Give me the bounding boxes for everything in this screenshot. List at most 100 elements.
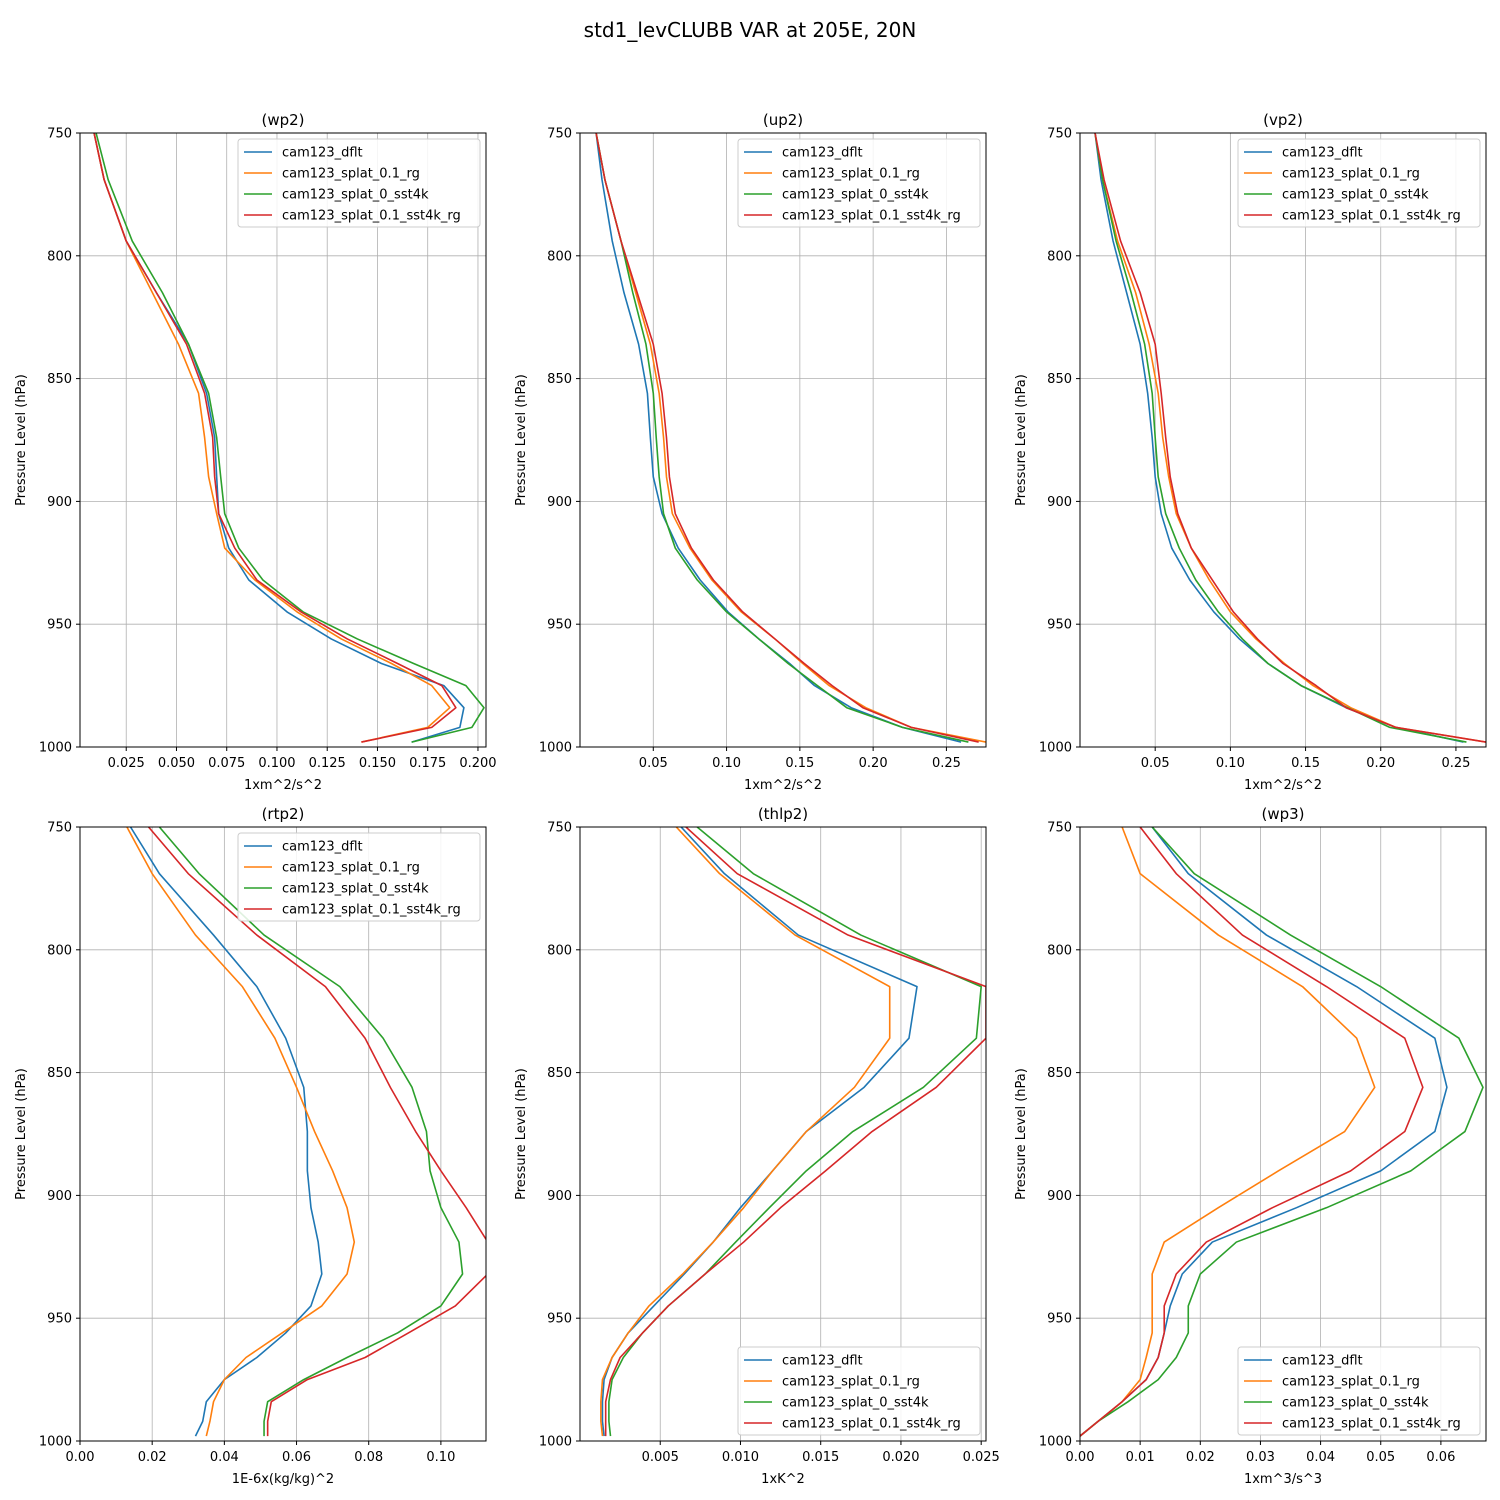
x-tick-label: 0.10 [426,1450,455,1465]
series-lines [600,827,986,1437]
x-tick-label: 0.03 [1246,1450,1275,1465]
x-axis-label: 1xm^3/s^3 [1244,1472,1322,1487]
x-axis-label: 1E-6x(kg/kg)^2 [232,1472,334,1487]
y-tick-label: 1000 [1039,1435,1072,1450]
axes-frame [79,826,487,1442]
y-tick-label: 750 [47,127,72,142]
x-tick-label: 0.25 [932,756,961,771]
y-tick-label: 750 [47,821,72,836]
legend-entry: cam123_dflt [282,840,363,855]
axes-frame [579,132,987,748]
y-axis-label: Pressure Level (hPa) [514,1068,529,1200]
plot-area [1080,133,1486,747]
series-line-cam123_splat_0.1_rg [1080,827,1376,1437]
axes-frame [579,826,987,1442]
x-tick-label: 0.10 [1216,756,1245,771]
series-line-cam123_splat_0.1_rg [126,827,356,1437]
y-tick-label: 800 [547,943,572,958]
series-line-cam123_splat_0.1_sst4k_rg [1094,133,1486,743]
legend-entry: cam123_splat_0_sst4k [782,188,929,203]
x-tick-label: 0.20 [1366,756,1395,771]
axes-frame [79,132,487,748]
x-tick-label: 0.15 [785,756,814,771]
y-tick-label: 950 [547,618,572,633]
series-line-cam123_dflt [129,827,323,1437]
y-tick-label: 900 [47,495,72,510]
x-axis-label: 1xm^2/s^2 [244,778,322,793]
legend: cam123_dflt cam123_splat_0.1_rg cam123_spl… [737,1346,981,1436]
panels-container: 0.025 0.050 0.075 0.100 0.125 0.150 0.175 0.200… [14,111,1487,1487]
legend-entry: cam123_dflt [782,1354,863,1369]
y-tick-label: 950 [547,1312,572,1327]
subplot-wp3: 0.00 0.01 0.02 0.03 0.04 0.05 0.06 750 800 850 900… [1014,805,1487,1487]
subplot-wp2: 0.025 0.050 0.075 0.100 0.125 0.150 0.175 0.200… [14,111,497,793]
y-tick-label: 850 [547,372,572,387]
subplot-rtp2: 0.00 0.02 0.04 0.06 0.08 0.10 750 800 850 900 950 1… [14,805,487,1487]
x-tick-label: 0.15 [1291,756,1320,771]
x-tick-label: 0.10 [712,756,741,771]
x-tick-label: 0.200 [459,756,496,771]
x-tick-label: 0.04 [210,1450,239,1465]
series-line-cam123_splat_0_sst4k [1094,133,1467,743]
series-line-cam123_splat_0.1_sst4k_rg [604,827,986,1437]
y-tick-label: 900 [1047,1189,1072,1204]
series-line-cam123_splat_0.1_rg [93,133,451,743]
x-tick-label: 0.00 [1066,1450,1095,1465]
legend-entry: cam123_splat_0.1_rg [782,167,920,182]
y-tick-label: 1000 [39,741,72,756]
y-tick-label: 850 [1047,1066,1072,1081]
legend-entry: cam123_splat_0.1_rg [282,861,420,876]
y-tick-label: 800 [1047,943,1072,958]
plot-area [80,133,486,747]
series-lines [1080,827,1484,1437]
legend-entry: cam123_splat_0_sst4k [282,882,429,897]
y-tick-label: 850 [1047,372,1072,387]
legend-entry: cam123_splat_0.1_rg [1282,167,1420,182]
legend-entry: cam123_splat_0.1_rg [782,1375,920,1390]
series-line-cam123_splat_0_sst4k [595,133,969,743]
y-tick-label: 950 [1047,1312,1072,1327]
subplot-title: (vp2) [1263,111,1303,129]
series-lines [595,133,986,743]
y-axis-label: Pressure Level (hPa) [14,1068,29,1200]
legend: cam123_dflt cam123_splat_0.1_rg cam123_spl… [1237,1346,1481,1436]
y-tick-label: 1000 [539,741,572,756]
x-tick-label: 0.06 [282,1450,311,1465]
legend-entry: cam123_dflt [782,146,863,161]
y-tick-label: 800 [1047,249,1072,264]
x-tick-label: 0.175 [409,756,446,771]
legend-entry: cam123_splat_0.1_rg [1282,1375,1420,1390]
legend-entry: cam123_splat_0_sst4k [282,188,429,203]
series-line-cam123_splat_0_sst4k [95,133,485,743]
legend-box [237,832,481,922]
y-tick-label: 1000 [1039,741,1072,756]
subplot-title: (thlp2) [758,805,808,823]
x-tick-label: 0.04 [1306,1450,1335,1465]
x-tick-label: 0.08 [354,1450,383,1465]
subplot-thlp2: 0.005 0.010 0.015 0.020 0.025 750 800 850 900 950… [514,805,1000,1487]
legend-entry: cam123_dflt [282,146,363,161]
y-tick-label: 900 [547,1189,572,1204]
series-lines [1094,133,1486,743]
legend-entry: cam123_splat_0.1_sst4k_rg [282,903,461,918]
axes-frame [1079,132,1487,748]
legend-entry: cam123_dflt [1282,146,1363,161]
legend-box [737,138,981,228]
legend: cam123_dflt cam123_splat_0.1_rg cam123_spl… [237,832,481,922]
legend: cam123_dflt cam123_splat_0.1_rg cam123_spl… [237,138,481,228]
y-axis-label: Pressure Level (hPa) [514,374,529,506]
y-tick-label: 750 [1047,127,1072,142]
legend-box [737,1346,981,1436]
subplot-title: (up2) [763,111,803,129]
series-line-cam123_splat_0.1_rg [600,827,891,1437]
x-tick-label: 0.125 [309,756,346,771]
axes-frame [1079,826,1487,1442]
y-tick-label: 750 [547,821,572,836]
x-tick-label: 0.00 [66,1450,95,1465]
y-tick-label: 850 [47,372,72,387]
y-tick-label: 800 [547,249,572,264]
x-tick-label: 0.05 [1141,756,1170,771]
subplot-title: (wp3) [1261,805,1304,823]
x-tick-label: 0.025 [108,756,145,771]
x-tick-label: 0.075 [208,756,245,771]
